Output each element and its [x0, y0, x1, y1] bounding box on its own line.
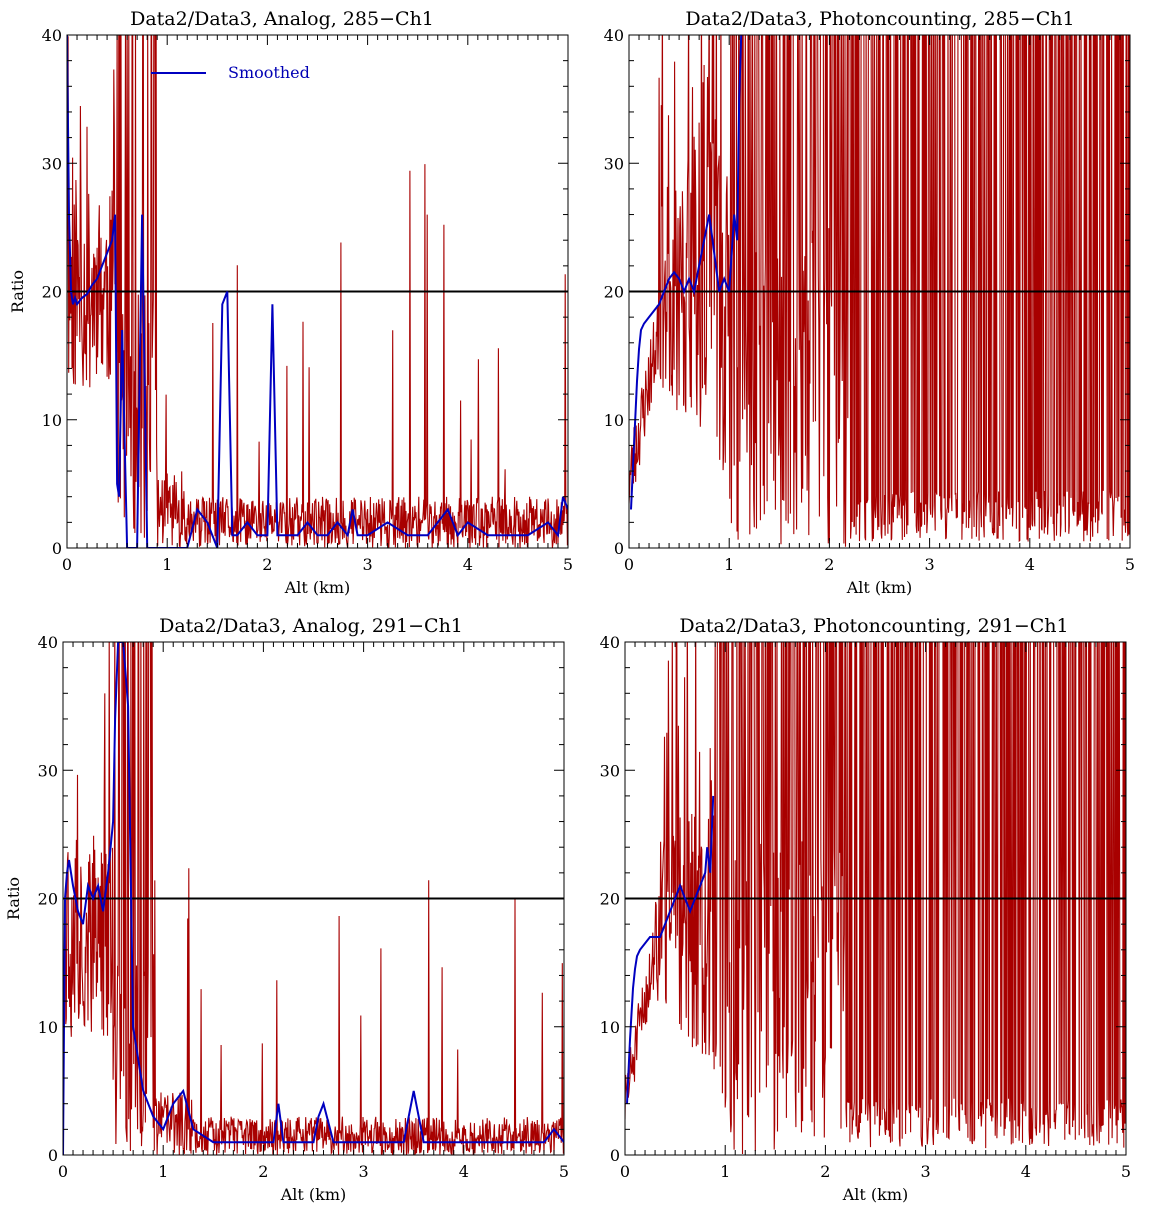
x-tick-label: 1 — [162, 555, 172, 574]
legend-label-smoothed: Smoothed — [228, 63, 310, 82]
x-tick-label: 5 — [563, 555, 573, 574]
chart-panel-3: 0 1 2 3 4 5 0 10 20 30 40 Data2/Data3, Analog, 291−… — [4, 615, 569, 1204]
y-tick-label: 0 — [48, 1146, 58, 1165]
y-axis-label: Ratio — [8, 270, 27, 313]
smoothed-series-line — [67, 35, 568, 548]
x-tick-label: 4 — [463, 555, 473, 574]
x-axis-label: Alt (km) — [280, 1185, 347, 1204]
x-axis-label: Alt (km) — [284, 578, 351, 597]
y-tick-label: 20 — [604, 283, 624, 302]
x-tick-label: 2 — [258, 1162, 268, 1181]
x-tick-label: 3 — [925, 555, 935, 574]
y-tick-label: 20 — [42, 283, 62, 302]
y-tick-label: 40 — [42, 26, 62, 45]
smoothed-series-line — [626, 795, 715, 1104]
y-tick-label: 20 — [38, 890, 58, 909]
x-tick-label: 1 — [720, 1162, 730, 1181]
y-tick-label: 10 — [604, 411, 624, 430]
x-tick-label: 0 — [620, 1162, 630, 1181]
y-tick-label: 10 — [600, 1018, 620, 1037]
y-tick-label: 0 — [610, 1146, 620, 1165]
x-tick-label: 0 — [62, 555, 72, 574]
x-axis-label: Alt (km) — [842, 1185, 909, 1204]
chart-panel-4: 0 1 2 3 4 5 0 10 20 30 40 Data2/Data3, Photoncounti… — [600, 615, 1131, 1204]
x-tick-label: 5 — [1125, 555, 1135, 574]
y-tick-label: 0 — [614, 539, 624, 558]
y-tick-label: 10 — [38, 1018, 58, 1037]
smoothed-series-line — [63, 642, 564, 1155]
x-tick-label: 5 — [1121, 1162, 1131, 1181]
legend: Smoothed — [151, 63, 310, 82]
x-tick-label: 2 — [820, 1162, 830, 1181]
x-tick-label: 0 — [624, 555, 634, 574]
x-tick-label: 4 — [459, 1162, 469, 1181]
x-tick-label: 5 — [559, 1162, 569, 1181]
chart-panel-2: 0 1 2 3 4 5 0 10 20 30 40 Data2/Data3, Photoncounti… — [604, 8, 1135, 597]
panel-title: Data2/Data3, Photoncounting, 291−Ch1 — [679, 615, 1068, 637]
raw-ratio-line — [63, 642, 564, 1155]
y-tick-label: 30 — [604, 154, 624, 173]
panel-title: Data2/Data3, Analog, 291−Ch1 — [159, 615, 463, 637]
x-tick-label: 4 — [1025, 555, 1035, 574]
y-axis-label: Ratio — [4, 877, 23, 920]
panel-title: Data2/Data3, Photoncounting, 285−Ch1 — [685, 8, 1074, 30]
x-tick-label: 4 — [1021, 1162, 1031, 1181]
panel-title: Data2/Data3, Analog, 285−Ch1 — [130, 8, 434, 30]
x-tick-label: 3 — [359, 1162, 369, 1181]
raw-ratio-line — [625, 642, 1126, 1155]
y-tick-label: 40 — [38, 633, 58, 652]
y-tick-label: 10 — [42, 411, 62, 430]
y-tick-label: 40 — [600, 633, 620, 652]
y-tick-label: 40 — [604, 26, 624, 45]
x-tick-label: 2 — [262, 555, 272, 574]
y-tick-label: 30 — [42, 154, 62, 173]
x-tick-label: 1 — [158, 1162, 168, 1181]
x-tick-label: 3 — [363, 555, 373, 574]
x-tick-label: 0 — [58, 1162, 68, 1181]
chart-panel-1: 0 1 2 3 4 5 0 10 20 30 40 Data2/Data3, Analog, 285−… — [8, 8, 573, 597]
y-tick-label: 20 — [600, 890, 620, 909]
y-tick-label: 30 — [38, 761, 58, 780]
raw-ratio-line — [629, 35, 1130, 547]
x-tick-label: 2 — [824, 555, 834, 574]
x-tick-label: 3 — [921, 1162, 931, 1181]
smoothed-series-line — [630, 35, 743, 510]
x-axis-label: Alt (km) — [846, 578, 913, 597]
y-tick-label: 30 — [600, 761, 620, 780]
y-tick-label: 0 — [52, 539, 62, 558]
x-tick-label: 1 — [724, 555, 734, 574]
